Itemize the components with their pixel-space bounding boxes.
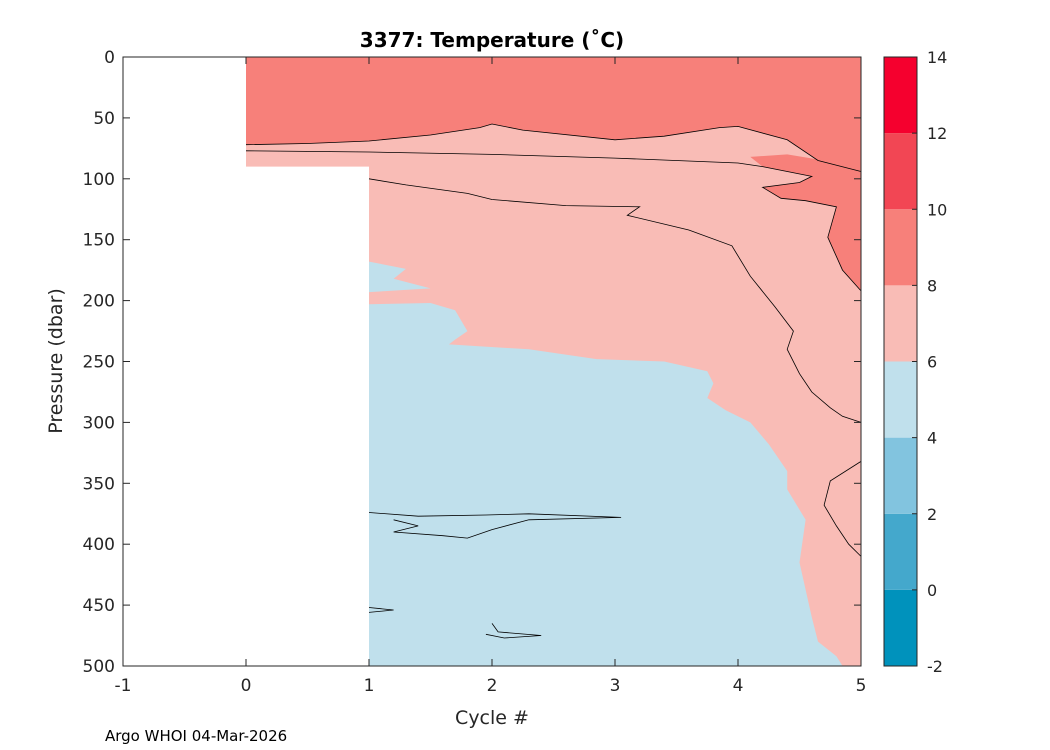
y-tick-label: 150 <box>83 231 115 251</box>
y-axis-label: Pressure (dbar) <box>45 288 67 434</box>
chart-title: 3377: Temperature (˚C) <box>360 28 624 52</box>
contour-region-4-6-2 <box>369 261 431 293</box>
x-tick-label: -1 <box>115 676 132 696</box>
contour-region-4-6-3 <box>369 303 843 666</box>
contour-line-6-2 <box>368 178 862 423</box>
contour-lines <box>245 123 862 639</box>
x-axis-label: Cycle # <box>455 707 529 729</box>
y-tick-label: 400 <box>83 535 115 555</box>
colorbar-swatch-6 <box>884 133 917 210</box>
colorbar-tick-label: 14 <box>927 48 947 67</box>
y-tick-label: 100 <box>83 170 115 190</box>
footer-credit: Argo WHOI 04-Mar-2026 <box>105 727 287 745</box>
colorbar-swatch-5 <box>884 209 917 286</box>
x-tick-label: 0 <box>241 676 252 696</box>
colorbar-tick-label: 8 <box>927 276 937 295</box>
colorbar-swatch-0 <box>884 589 917 666</box>
colorbar-tick-label: 0 <box>927 581 937 600</box>
contour-line-6-4 <box>368 512 622 539</box>
contour-line-8-1 <box>245 150 862 292</box>
colorbar-tick-label: 12 <box>927 124 947 143</box>
contour-line-6-3 <box>823 461 862 557</box>
y-tick-label: 50 <box>93 109 115 129</box>
colorbar-tick-label: 2 <box>927 505 937 524</box>
x-tick-label: 1 <box>364 676 375 696</box>
colorbar-swatch-4 <box>884 285 917 362</box>
x-axis: -1 0 1 2 3 4 5 <box>115 57 867 696</box>
y-tick-label: 450 <box>83 596 115 616</box>
colorbar-swatch-7 <box>884 57 917 134</box>
x-tick-label: 2 <box>487 676 498 696</box>
colorbar-tick-label: 10 <box>927 200 947 219</box>
colorbar-swatch-2 <box>884 437 917 514</box>
y-tick-label: 250 <box>83 353 115 373</box>
x-tick-label: 5 <box>856 676 867 696</box>
y-tick-label: 350 <box>83 474 115 494</box>
y-tick-label: 500 <box>83 657 115 677</box>
plot-area: -1 0 1 2 3 4 5 0 50 100 150 200 250 300 350 400 450 500 <box>83 48 867 696</box>
y-tick-label: 300 <box>83 413 115 433</box>
colorbar-tick-label: 6 <box>927 353 937 372</box>
colorbar-tick-label: 4 <box>927 429 937 448</box>
contour-region-8-10-1 <box>750 154 861 291</box>
colorbar-swatch-3 <box>884 361 917 438</box>
contour-line-8-0 <box>245 123 862 172</box>
x-tick-label: 3 <box>610 676 621 696</box>
contour-line-6-5 <box>368 607 394 613</box>
contour-line-6-6 <box>485 623 542 639</box>
y-tick-label: 200 <box>83 292 115 312</box>
y-tick-label: 0 <box>104 48 115 68</box>
colorbar: -2 0 2 4 6 8 10 12 14 <box>883 48 947 676</box>
x-tick-label: 4 <box>733 676 744 696</box>
colorbar-tick-label: -2 <box>927 657 943 676</box>
y-axis: 0 50 100 150 200 250 300 350 400 450 500 <box>83 48 861 677</box>
contour-region-8-10-0 <box>246 57 861 172</box>
colorbar-swatch-1 <box>884 513 917 590</box>
